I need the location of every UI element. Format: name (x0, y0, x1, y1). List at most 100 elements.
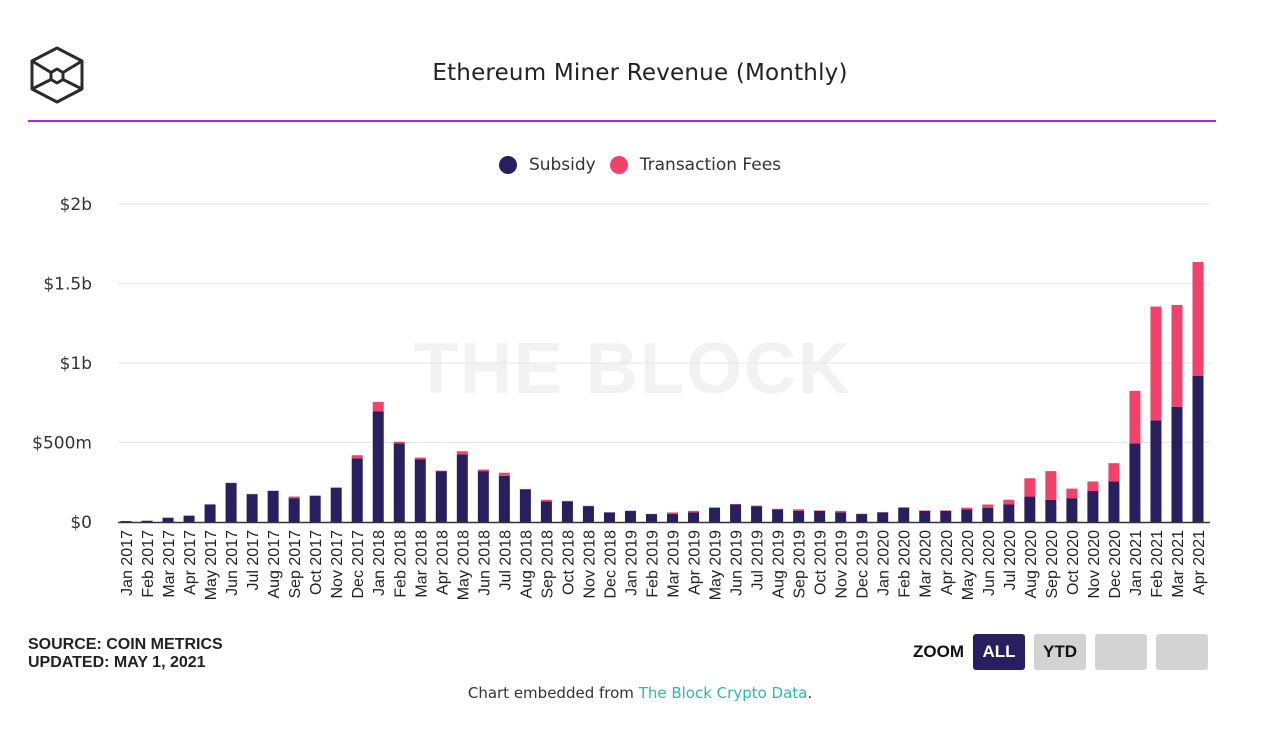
bar-transaction-fees[interactable] (961, 507, 973, 510)
legend-item-transaction-fees[interactable]: Transaction Fees (609, 155, 781, 175)
bar-subsidy[interactable] (288, 498, 300, 522)
bar-subsidy[interactable] (351, 458, 363, 522)
bar-subsidy[interactable] (814, 510, 826, 522)
bars (120, 262, 1204, 522)
zoom-label: ZOOM (913, 642, 964, 661)
bar-transaction-fees[interactable] (1150, 306, 1162, 421)
x-tick-label: May 2020 (960, 530, 977, 600)
bar-subsidy[interactable] (835, 512, 847, 522)
x-tick-label: Jul 2018 (497, 530, 514, 591)
bar-subsidy[interactable] (730, 504, 742, 522)
bar-subsidy[interactable] (1045, 499, 1057, 522)
bar-subsidy[interactable] (940, 510, 952, 522)
bar-subsidy[interactable] (1003, 504, 1015, 522)
bar-transaction-fees[interactable] (393, 441, 405, 444)
bar-transaction-fees[interactable] (372, 401, 384, 412)
bar-subsidy[interactable] (393, 443, 405, 522)
bar-transaction-fees[interactable] (1129, 390, 1141, 444)
bar-subsidy[interactable] (372, 411, 384, 522)
bar-transaction-fees[interactable] (1087, 481, 1099, 491)
bar-subsidy[interactable] (688, 512, 700, 522)
bar-subsidy[interactable] (120, 521, 132, 522)
bar-subsidy[interactable] (267, 490, 279, 522)
bar-subsidy[interactable] (772, 509, 784, 522)
bar-subsidy[interactable] (330, 487, 342, 522)
bar-subsidy[interactable] (582, 506, 594, 522)
bar-subsidy[interactable] (1066, 498, 1078, 522)
bar-subsidy[interactable] (141, 520, 153, 522)
the-block-logo-icon (30, 46, 84, 104)
bar-subsidy[interactable] (751, 506, 763, 522)
bar-subsidy[interactable] (498, 475, 510, 522)
bar-transaction-fees[interactable] (1108, 463, 1120, 482)
bar-transaction-fees[interactable] (477, 469, 489, 472)
bar-subsidy[interactable] (1192, 375, 1204, 522)
x-tick-label: Jan 2021 (1128, 530, 1145, 596)
bar-subsidy[interactable] (877, 512, 889, 522)
bar-subsidy[interactable] (225, 483, 237, 522)
bar-transaction-fees[interactable] (540, 499, 552, 502)
bar-transaction-fees[interactable] (1171, 304, 1183, 407)
bar-subsidy[interactable] (793, 510, 805, 522)
zoom-ytd-button[interactable]: YTD (1034, 634, 1086, 670)
bar-transaction-fees[interactable] (414, 457, 426, 460)
x-tick-label: Mar 2021 (1170, 530, 1187, 598)
bar-subsidy[interactable] (162, 517, 174, 522)
bar-subsidy[interactable] (667, 514, 679, 522)
zoom-all-button[interactable]: ALL (973, 634, 1025, 670)
bar-subsidy[interactable] (309, 495, 321, 522)
bar-subsidy[interactable] (898, 507, 910, 522)
bar-subsidy[interactable] (519, 489, 531, 522)
bar-transaction-fees[interactable] (688, 510, 700, 513)
bar-subsidy[interactable] (1129, 443, 1141, 522)
bar-subsidy[interactable] (709, 507, 721, 522)
zoom-option-4-button[interactable] (1156, 634, 1208, 670)
legend-fees-swatch (609, 156, 628, 174)
bar-transaction-fees[interactable] (793, 509, 805, 511)
bar-subsidy[interactable] (1024, 496, 1036, 522)
bar-subsidy[interactable] (183, 515, 195, 522)
bar-transaction-fees[interactable] (456, 451, 468, 455)
bar-transaction-fees[interactable] (982, 504, 994, 508)
bar-subsidy[interactable] (435, 471, 447, 522)
x-tick-label: Aug 2019 (771, 530, 788, 599)
bar-subsidy[interactable] (919, 510, 931, 522)
x-tick-label: Jul 2019 (750, 530, 767, 591)
x-tick-label: May 2017 (203, 530, 220, 600)
bar-transaction-fees[interactable] (1024, 478, 1036, 497)
bar-transaction-fees[interactable] (667, 512, 679, 515)
bar-subsidy[interactable] (1171, 406, 1183, 522)
bar-transaction-fees[interactable] (288, 496, 300, 499)
bar-subsidy[interactable] (1108, 481, 1120, 522)
bar-transaction-fees[interactable] (1003, 499, 1015, 505)
x-tick-label: Feb 2020 (897, 530, 914, 598)
bar-subsidy[interactable] (540, 501, 552, 522)
bar-transaction-fees[interactable] (835, 510, 847, 513)
bar-subsidy[interactable] (603, 512, 615, 522)
legend-item-subsidy[interactable]: Subsidy (498, 155, 596, 175)
bar-transaction-fees[interactable] (498, 472, 510, 476)
bar-transaction-fees[interactable] (1192, 262, 1204, 376)
bar-subsidy[interactable] (645, 514, 657, 522)
x-tick-label: Aug 2017 (266, 530, 283, 599)
bar-subsidy[interactable] (982, 507, 994, 522)
the-block-crypto-data-link[interactable]: The Block Crypto Data (638, 684, 808, 702)
bar-subsidy[interactable] (1150, 420, 1162, 522)
bar-subsidy[interactable] (561, 501, 573, 522)
bar-subsidy[interactable] (246, 494, 258, 522)
zoom-option-3-button[interactable] (1095, 634, 1147, 670)
bar-transaction-fees[interactable] (351, 455, 363, 459)
bar-subsidy[interactable] (856, 514, 868, 522)
x-tick-label: Apr 2017 (182, 530, 199, 595)
bar-subsidy[interactable] (456, 454, 468, 522)
bar-subsidy[interactable] (1087, 490, 1099, 522)
bar-transaction-fees[interactable] (1045, 471, 1057, 500)
bar-subsidy[interactable] (961, 509, 973, 522)
bar-subsidy[interactable] (477, 471, 489, 522)
x-tick-label: Jul 2020 (1002, 530, 1019, 591)
bar-transaction-fees[interactable] (1066, 488, 1078, 499)
bar-subsidy[interactable] (624, 510, 636, 522)
bar-subsidy[interactable] (414, 459, 426, 522)
bar-subsidy[interactable] (204, 504, 216, 522)
x-tick-label: May 2019 (708, 530, 725, 600)
